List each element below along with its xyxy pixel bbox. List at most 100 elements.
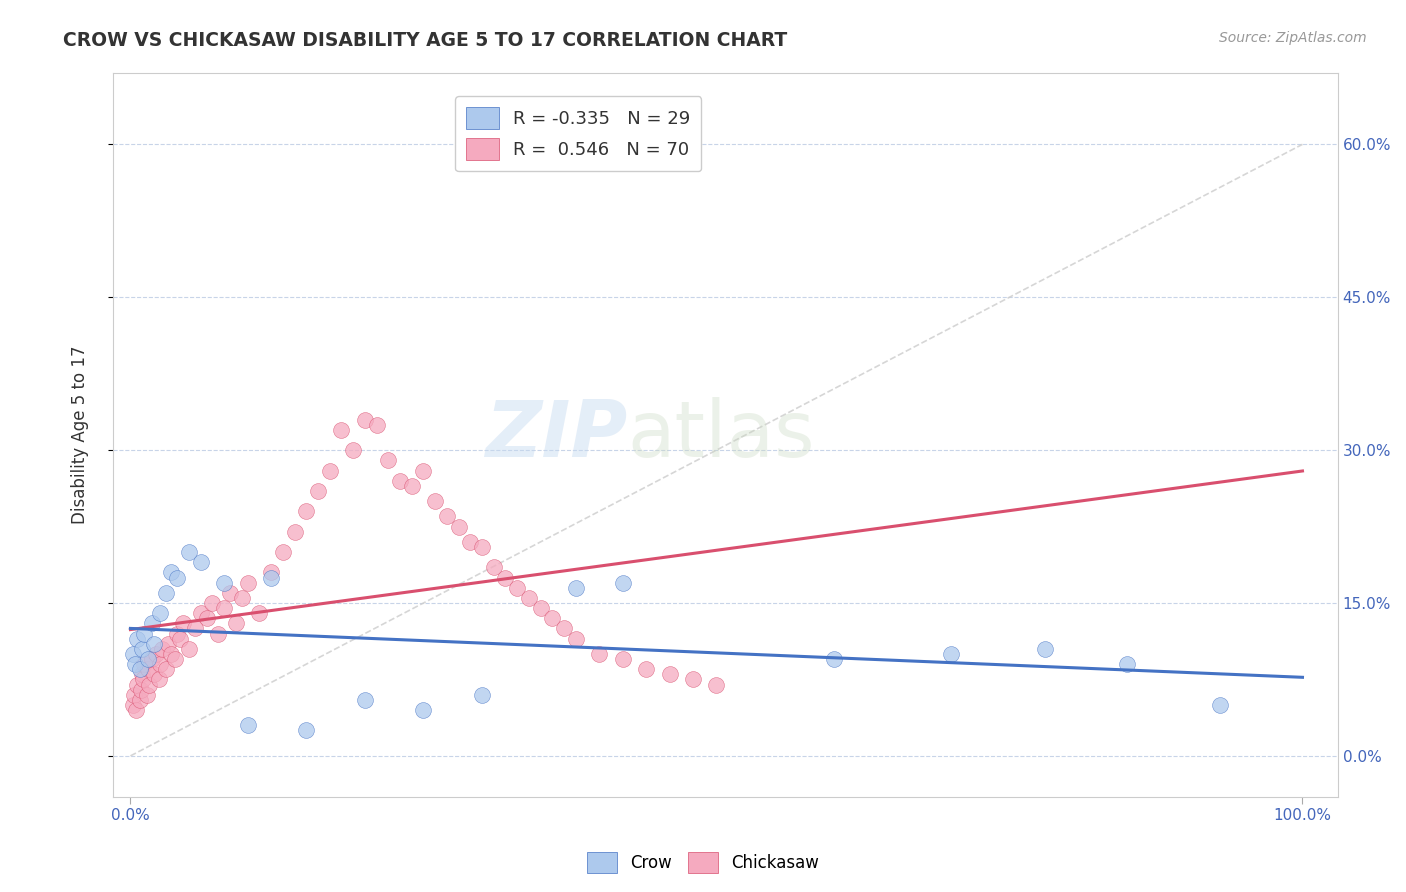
Point	[190, 555, 212, 569]
Point	[141, 616, 163, 631]
Point	[127, 677, 149, 691]
Point	[636, 662, 658, 676]
Point	[517, 591, 540, 605]
Point	[124, 657, 146, 672]
Point	[1209, 698, 1232, 712]
Point	[160, 647, 183, 661]
Point	[135, 688, 157, 702]
Point	[142, 667, 165, 681]
Point	[271, 545, 294, 559]
Point	[169, 632, 191, 646]
Point	[128, 662, 150, 676]
Point	[565, 581, 588, 595]
Point	[342, 443, 364, 458]
Point	[425, 494, 447, 508]
Point	[138, 677, 160, 691]
Point	[330, 423, 353, 437]
Point	[939, 647, 962, 661]
Point	[612, 652, 634, 666]
Point	[145, 647, 167, 661]
Point	[131, 641, 153, 656]
Point	[295, 723, 318, 738]
Point	[307, 483, 329, 498]
Point	[160, 566, 183, 580]
Point	[149, 606, 172, 620]
Point	[134, 657, 156, 672]
Point	[212, 601, 235, 615]
Point	[201, 596, 224, 610]
Point	[260, 570, 283, 584]
Point	[156, 637, 179, 651]
Point	[260, 566, 283, 580]
Point	[172, 616, 194, 631]
Point	[1115, 657, 1137, 672]
Point	[129, 682, 152, 697]
Point	[506, 581, 529, 595]
Point	[166, 570, 188, 584]
Point	[682, 673, 704, 687]
Point	[121, 647, 143, 661]
Point	[460, 534, 482, 549]
Point	[148, 673, 170, 687]
Point	[177, 641, 200, 656]
Point	[134, 626, 156, 640]
Point	[136, 652, 159, 666]
Point	[136, 662, 159, 676]
Point	[184, 622, 207, 636]
Point	[366, 417, 388, 432]
Point	[588, 647, 610, 661]
Point	[141, 652, 163, 666]
Text: ZIP: ZIP	[485, 397, 627, 473]
Text: Source: ZipAtlas.com: Source: ZipAtlas.com	[1219, 31, 1367, 45]
Point	[495, 570, 517, 584]
Point	[412, 463, 434, 477]
Point	[553, 622, 575, 636]
Point	[190, 606, 212, 620]
Point	[142, 637, 165, 651]
Point	[212, 575, 235, 590]
Point	[823, 652, 845, 666]
Legend: R = -0.335   N = 29, R =  0.546   N = 70: R = -0.335 N = 29, R = 0.546 N = 70	[456, 96, 702, 171]
Point	[565, 632, 588, 646]
Point	[295, 504, 318, 518]
Point	[155, 662, 177, 676]
Point	[388, 474, 411, 488]
Point	[541, 611, 564, 625]
Point	[122, 688, 145, 702]
Point	[236, 575, 259, 590]
Point	[207, 626, 229, 640]
Point	[149, 657, 172, 672]
Text: atlas: atlas	[627, 397, 814, 473]
Legend: Crow, Chickasaw: Crow, Chickasaw	[579, 846, 827, 880]
Point	[612, 575, 634, 590]
Point	[471, 688, 494, 702]
Point	[225, 616, 247, 631]
Point	[706, 677, 728, 691]
Point	[471, 540, 494, 554]
Point	[353, 412, 375, 426]
Text: CROW VS CHICKASAW DISABILITY AGE 5 TO 17 CORRELATION CHART: CROW VS CHICKASAW DISABILITY AGE 5 TO 17…	[63, 31, 787, 50]
Point	[447, 519, 470, 533]
Point	[377, 453, 399, 467]
Point	[412, 703, 434, 717]
Point	[231, 591, 253, 605]
Point	[155, 586, 177, 600]
Point	[482, 560, 505, 574]
Point	[283, 524, 305, 539]
Y-axis label: Disability Age 5 to 17: Disability Age 5 to 17	[72, 345, 89, 524]
Point	[125, 703, 148, 717]
Point	[132, 673, 155, 687]
Point	[195, 611, 218, 625]
Point	[530, 601, 553, 615]
Point	[401, 479, 423, 493]
Point	[127, 632, 149, 646]
Point	[436, 509, 458, 524]
Point	[131, 667, 153, 681]
Point	[150, 641, 173, 656]
Point	[236, 718, 259, 732]
Point	[658, 667, 681, 681]
Point	[247, 606, 270, 620]
Point	[177, 545, 200, 559]
Point	[121, 698, 143, 712]
Point	[166, 626, 188, 640]
